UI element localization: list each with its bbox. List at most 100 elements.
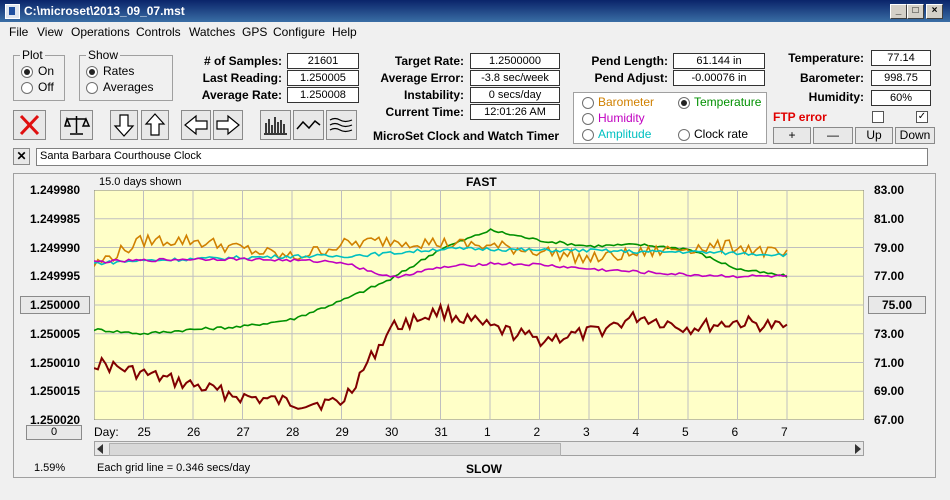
plot-on-radio[interactable] — [21, 66, 33, 78]
x-tick-label: 4 — [632, 425, 640, 439]
line-view-button[interactable] — [293, 110, 324, 140]
pend-length-value: 61.144 in — [673, 53, 765, 69]
scale-plus-button[interactable]: + — [773, 127, 811, 144]
scale-minus-button[interactable]: — — [813, 127, 853, 144]
scroll-down-button[interactable] — [110, 110, 138, 140]
y-left-tick: 1.249995 — [30, 269, 81, 284]
reference-rate-button[interactable]: 1.250000 — [20, 296, 90, 314]
y-left-tick: 1.250010 — [30, 355, 81, 370]
ftp-checkbox-2[interactable]: ✓ — [916, 111, 928, 123]
last-reading-value: 1.250005 — [287, 70, 359, 86]
app-icon — [5, 4, 20, 19]
app-caption: MicroSet Clock and Watch Timer — [373, 129, 560, 143]
barometer-reading-value: 998.75 — [871, 70, 931, 86]
scroll-right-button[interactable] — [213, 110, 243, 140]
average-error-label: Average Error: — [380, 71, 464, 85]
scroll-left-arrow-icon[interactable] — [97, 444, 103, 454]
instability-value: 0 secs/day — [470, 87, 560, 103]
arrow-left-icon — [184, 114, 208, 136]
last-reading-label: Last Reading: — [202, 71, 282, 85]
reference-temp-button[interactable]: 75.00 — [868, 296, 926, 314]
bar-view-button[interactable] — [260, 110, 291, 140]
show-legend: Show — [86, 48, 121, 62]
window-title: C:\microset\2013_09_07.mst — [24, 4, 185, 18]
temperature-label: Temperature — [694, 95, 762, 109]
offset-button[interactable]: 0 — [26, 425, 82, 440]
target-rate-value: 1.2500000 — [470, 53, 560, 69]
plot-off-radio[interactable] — [21, 82, 33, 94]
multi-line-view-button[interactable] — [326, 110, 357, 140]
show-averages-label: Averages — [103, 80, 154, 94]
y-right-tick: 79.00 — [874, 240, 905, 255]
plot-group: Plot — [13, 48, 65, 101]
y-right-tick: 69.00 — [874, 384, 905, 399]
temperature-reading-value: 77.14 — [871, 50, 931, 66]
y-right-tick: 67.00 — [874, 413, 905, 427]
scroll-left-button[interactable] — [181, 110, 211, 140]
show-rates-radio[interactable] — [86, 66, 98, 78]
clock-rate-radio[interactable] — [678, 129, 690, 141]
samples-label: # of Samples: — [203, 54, 282, 68]
stop-button[interactable] — [13, 110, 46, 140]
minimize-icon[interactable]: _ — [890, 4, 907, 19]
grid-note: Each grid line = 0.346 secs/day — [97, 462, 251, 474]
clock-rate-label: Clock rate — [694, 127, 749, 141]
menu-controls[interactable]: Controls — [136, 25, 181, 39]
title-bar: C:\microset\2013_09_07.mst _ □ × — [0, 0, 950, 22]
days-shown: 15.0 days shown — [99, 176, 182, 188]
x-tick-label: 3 — [583, 425, 590, 439]
ftp-error-status: FTP error — [773, 110, 827, 124]
y-left-tick: 1.249980 — [30, 183, 81, 197]
menu-watches[interactable]: Watches — [189, 25, 236, 39]
amplitude-radio[interactable] — [582, 129, 594, 141]
arrow-down-icon — [113, 114, 135, 137]
scroll-up-button[interactable] — [141, 110, 169, 140]
scrollbar-thumb[interactable] — [109, 443, 561, 456]
y-left-tick: 1.250020 — [30, 413, 81, 427]
balance-button[interactable] — [60, 110, 93, 140]
menu-configure[interactable]: Configure — [273, 25, 326, 39]
menu-file[interactable]: File — [9, 25, 29, 39]
plot-legend: Plot — [20, 48, 45, 62]
series-humidity — [94, 257, 788, 279]
x-tick-label: 6 — [731, 425, 739, 439]
arrow-right-icon — [216, 114, 240, 136]
show-rates-label: Rates — [103, 64, 135, 78]
scale-up-button[interactable]: Up — [855, 127, 893, 144]
x-icon: ✕ — [16, 149, 27, 163]
time-scrollbar[interactable] — [94, 441, 864, 456]
y-right-tick: 83.00 — [874, 183, 905, 197]
pend-adjust-label: Pend Adjust: — [594, 71, 668, 85]
menu-gps[interactable]: GPS — [242, 25, 268, 39]
line-graph-icon — [296, 119, 321, 130]
clear-clock-button[interactable]: ✕ — [13, 148, 30, 165]
menu-help[interactable]: Help — [332, 25, 357, 39]
menu-operations[interactable]: Operations — [71, 25, 130, 39]
arrow-up-icon — [144, 113, 166, 136]
show-averages-radio[interactable] — [86, 82, 98, 94]
target-rate-label: Target Rate: — [394, 54, 464, 68]
plot-on-label: On — [38, 64, 55, 78]
samples-value: 21601 — [287, 53, 359, 69]
slow-label: SLOW — [466, 462, 502, 476]
balance-scale-icon — [64, 116, 91, 135]
ftp-checkbox-1[interactable] — [872, 111, 884, 123]
clock-name-field[interactable]: Santa Barbara Courthouse Clock — [36, 148, 928, 166]
close-icon[interactable]: × — [926, 4, 943, 19]
series-amplitude — [94, 246, 788, 266]
barometer-label: Barometer — [598, 95, 655, 109]
scroll-right-arrow-icon[interactable] — [855, 444, 861, 454]
show-group: Show — [79, 48, 173, 101]
y-left-tick: 1.250015 — [30, 384, 81, 399]
temperature-radio[interactable] — [678, 97, 690, 109]
x-tick-label: 30 — [385, 425, 399, 439]
scale-down-button[interactable]: Down — [895, 127, 935, 144]
average-rate-label: Average Rate: — [201, 88, 282, 102]
x-tick-label: 5 — [682, 425, 689, 439]
humidity-radio[interactable] — [582, 113, 594, 125]
barometer-radio[interactable] — [582, 97, 594, 109]
x-tick-label: 28 — [286, 425, 300, 439]
maximize-icon[interactable]: □ — [907, 4, 924, 19]
average-rate-value: 1.250008 — [287, 87, 359, 103]
menu-view[interactable]: View — [37, 25, 63, 39]
